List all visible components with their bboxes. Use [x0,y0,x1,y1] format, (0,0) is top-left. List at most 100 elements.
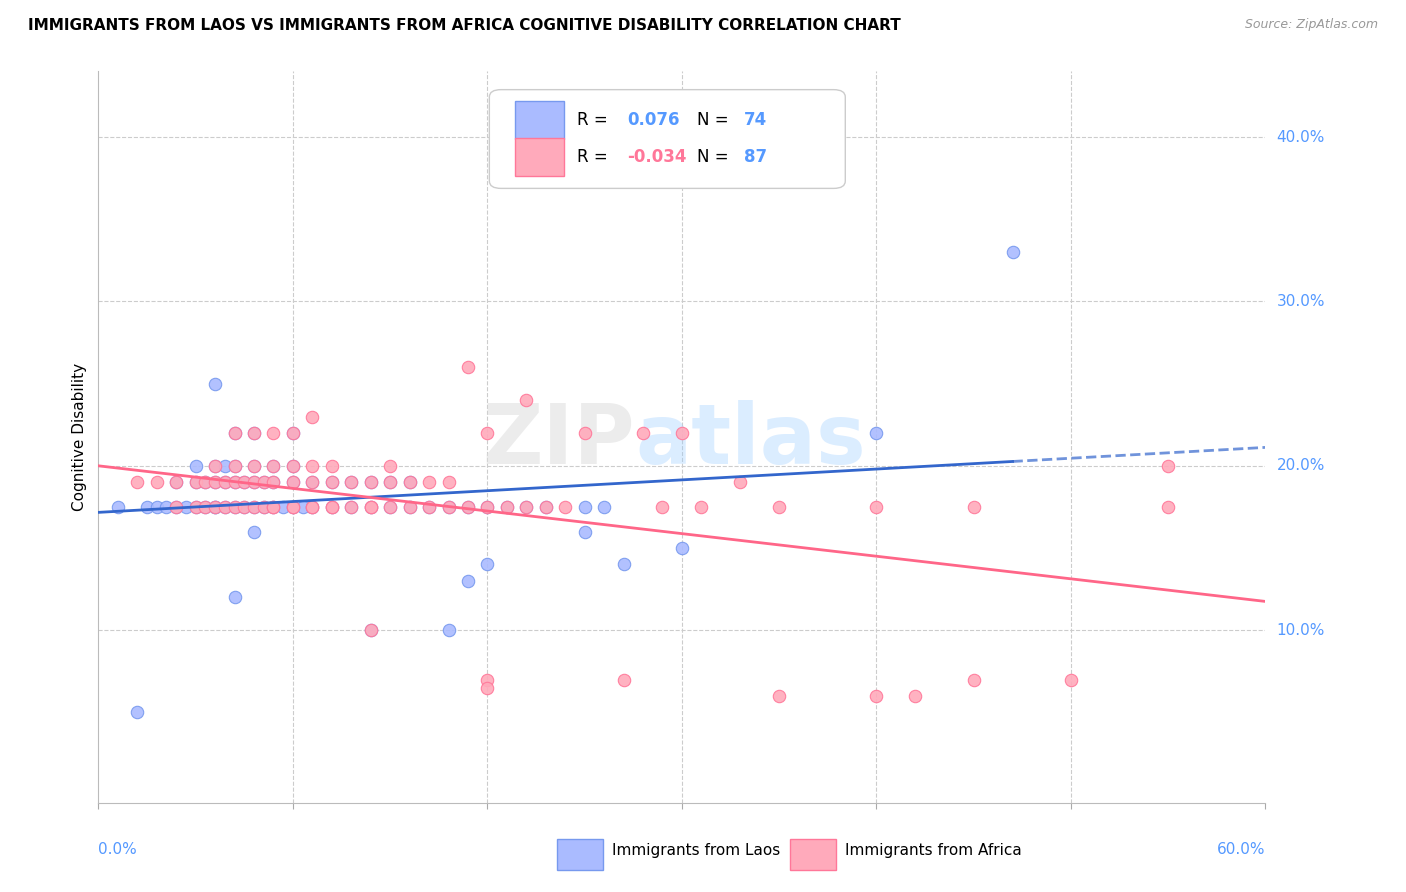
Point [301,475,323,490]
Point [214,500,236,514]
Point [631,425,654,440]
Text: Immigrants from Laos: Immigrants from Laos [612,843,780,858]
Point [515,500,537,514]
Point [457,574,479,588]
Point [301,500,323,514]
Point [243,458,266,473]
Point [243,458,266,473]
Point [380,475,402,490]
Point [204,475,226,490]
Point [127,475,149,490]
Point [613,673,636,687]
Point [477,425,499,440]
Point [136,500,159,514]
Text: ZIP: ZIP [482,401,636,482]
Point [690,500,713,514]
Point [262,475,284,490]
Point [301,500,323,514]
Point [107,500,129,514]
Text: atlas: atlas [636,401,866,482]
Point [477,500,499,514]
Point [398,475,420,490]
Point [146,475,169,490]
Point [184,458,207,473]
Point [281,425,304,440]
Point [243,475,266,490]
Text: R =: R = [576,112,613,129]
Point [281,500,304,514]
Point [398,500,420,514]
Point [360,500,382,514]
Point [233,500,256,514]
Point [262,475,284,490]
Point [214,458,236,473]
Point [477,500,499,514]
Point [146,500,169,514]
Text: Source: ZipAtlas.com: Source: ZipAtlas.com [1244,18,1378,31]
Point [380,458,402,473]
Point [194,500,217,514]
Point [574,524,596,539]
Point [865,425,887,440]
Point [243,524,266,539]
Point [233,500,256,514]
Point [204,475,226,490]
Point [224,458,246,473]
Point [904,689,927,703]
Point [262,500,284,514]
Point [253,500,276,514]
Point [184,475,207,490]
Point [194,500,217,514]
Point [380,475,402,490]
Point [360,624,382,638]
Text: 87: 87 [744,148,766,166]
Point [340,500,363,514]
Point [554,500,576,514]
Text: IMMIGRANTS FROM LAOS VS IMMIGRANTS FROM AFRICA COGNITIVE DISABILITY CORRELATION : IMMIGRANTS FROM LAOS VS IMMIGRANTS FROM … [28,18,901,33]
Point [214,475,236,490]
Point [962,673,984,687]
Point [204,500,226,514]
Text: 0.0%: 0.0% [98,842,138,856]
Point [281,425,304,440]
Point [515,393,537,408]
Point [155,500,177,514]
Point [243,425,266,440]
Point [224,425,246,440]
Point [321,475,343,490]
Point [768,500,790,514]
Point [437,500,460,514]
Text: 40.0%: 40.0% [1277,129,1324,145]
Point [865,500,887,514]
Point [204,458,226,473]
Point [437,624,460,638]
Point [281,500,304,514]
Point [457,360,479,375]
Point [165,475,187,490]
Point [457,500,479,514]
Point [1157,458,1180,473]
Point [360,500,382,514]
Point [184,475,207,490]
FancyBboxPatch shape [557,839,603,870]
Point [204,458,226,473]
Point [477,673,499,687]
Point [184,500,207,514]
Point [301,409,323,424]
Point [613,558,636,572]
Point [271,500,294,514]
Point [127,706,149,720]
Point [1157,500,1180,514]
Text: 74: 74 [744,112,768,129]
Point [224,500,246,514]
Point [360,475,382,490]
Point [214,500,236,514]
Point [281,458,304,473]
Point [262,500,284,514]
Point [301,500,323,514]
Point [165,475,187,490]
Text: 30.0%: 30.0% [1277,294,1324,309]
Point [380,500,402,514]
Point [437,500,460,514]
Point [214,475,236,490]
